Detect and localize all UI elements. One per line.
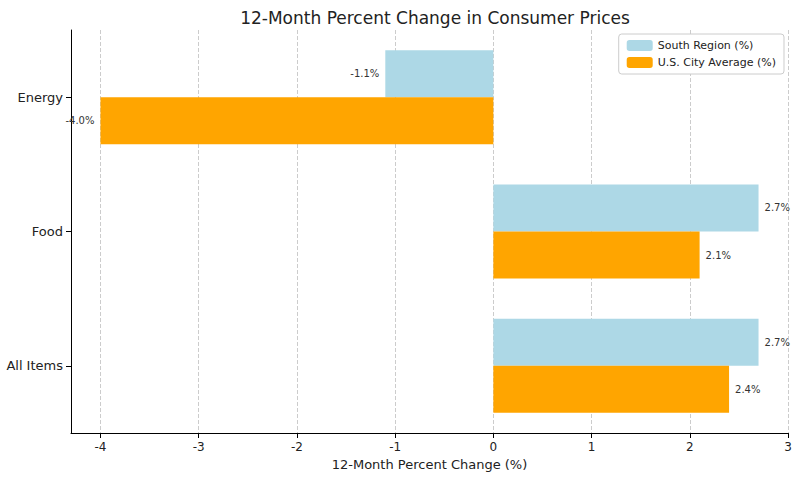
- svg-text:-4: -4: [94, 440, 106, 454]
- svg-text:1: 1: [588, 440, 596, 454]
- svg-text:12-Month Percent Change in Con: 12-Month Percent Change in Consumer Pric…: [240, 8, 630, 28]
- svg-text:12-Month Percent Change (%): 12-Month Percent Change (%): [332, 457, 528, 472]
- svg-text:2.7%: 2.7%: [765, 202, 790, 213]
- svg-text:-2: -2: [291, 440, 303, 454]
- svg-text:South Region (%): South Region (%): [658, 39, 754, 52]
- svg-text:-4.0%: -4.0%: [65, 115, 94, 126]
- svg-text:-3: -3: [193, 440, 205, 454]
- svg-text:U.S. City Average (%): U.S. City Average (%): [658, 56, 776, 69]
- svg-text:Energy: Energy: [17, 90, 63, 105]
- svg-text:2: 2: [686, 440, 694, 454]
- svg-text:Food: Food: [32, 224, 63, 239]
- svg-text:2.7%: 2.7%: [765, 337, 790, 348]
- svg-text:2.1%: 2.1%: [706, 250, 731, 261]
- svg-text:All Items: All Items: [6, 358, 63, 373]
- svg-text:3: 3: [784, 440, 792, 454]
- svg-text:0: 0: [490, 440, 498, 454]
- svg-text:-1: -1: [389, 440, 401, 454]
- svg-text:-1.1%: -1.1%: [350, 68, 379, 79]
- svg-text:2.4%: 2.4%: [735, 384, 760, 395]
